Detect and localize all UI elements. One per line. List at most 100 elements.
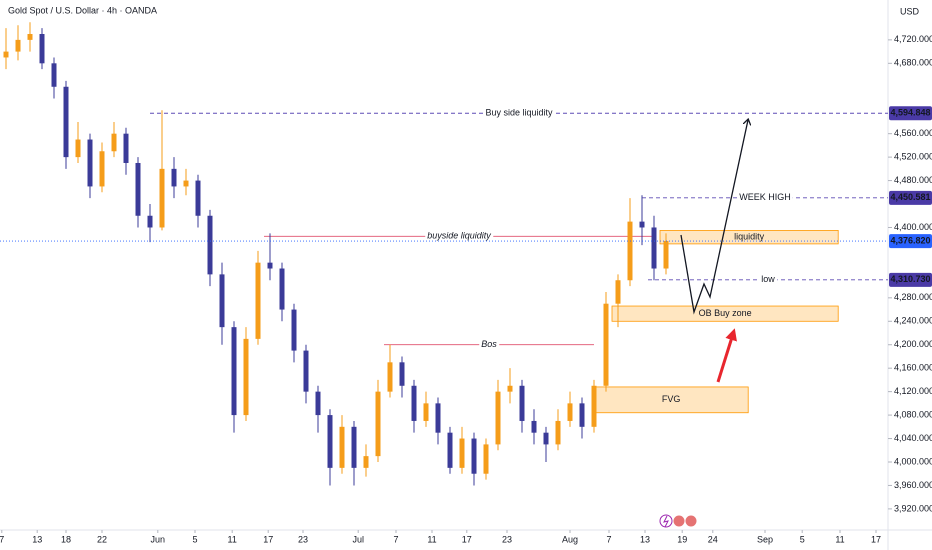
x-tick-label: 5 bbox=[192, 534, 197, 544]
candle-body bbox=[651, 227, 657, 269]
candle-body bbox=[411, 385, 417, 421]
x-tick-label: Sep bbox=[757, 534, 773, 544]
x-tick-label: Jun bbox=[151, 534, 166, 544]
zone-label: liquidity bbox=[734, 232, 765, 242]
candle-body bbox=[471, 438, 477, 474]
candle-body bbox=[171, 168, 177, 187]
zone bbox=[659, 230, 839, 245]
candle-body bbox=[315, 391, 321, 416]
x-tick-label: 22 bbox=[97, 534, 107, 544]
candle-body bbox=[219, 274, 225, 328]
candle-body bbox=[459, 438, 465, 468]
candle-body bbox=[531, 420, 537, 433]
candle-body bbox=[15, 39, 21, 52]
candle-body bbox=[639, 221, 645, 228]
y-tick-label: 4,680.000 bbox=[894, 58, 932, 68]
event-icon bbox=[663, 515, 669, 528]
candle-body bbox=[267, 262, 273, 269]
buy-arrow bbox=[716, 328, 737, 383]
candle-body bbox=[663, 240, 669, 269]
annotation-label: WEEK HIGH bbox=[739, 192, 791, 202]
y-tick-label: 4,200.000 bbox=[894, 339, 932, 349]
price-label: 4,450.581 bbox=[890, 192, 930, 202]
annotation-label: buyside liquidity bbox=[427, 231, 491, 241]
candle-body bbox=[423, 403, 429, 421]
candle-body bbox=[387, 362, 393, 392]
candle-body bbox=[111, 133, 117, 152]
candle-body bbox=[279, 268, 285, 310]
annotation-label-bg bbox=[759, 274, 778, 285]
candle-body bbox=[135, 162, 141, 216]
candle-body bbox=[483, 444, 489, 474]
candle-body bbox=[615, 280, 621, 304]
candle-body bbox=[591, 385, 597, 427]
annotation-label-bg bbox=[737, 192, 793, 203]
price-label-box bbox=[889, 190, 932, 205]
candle-body bbox=[159, 168, 165, 228]
candle-body bbox=[363, 456, 369, 468]
y-tick-label: 4,520.000 bbox=[894, 151, 932, 161]
x-tick-label: 24 bbox=[708, 534, 718, 544]
annotation-label-bg bbox=[479, 339, 500, 350]
chart-title: Gold Spot / U.S. Dollar · 4h · OANDA bbox=[8, 5, 157, 15]
candle-body bbox=[63, 86, 69, 158]
x-tick-label: 11 bbox=[228, 534, 237, 544]
price-label: 4,376.820 bbox=[890, 235, 930, 245]
candle-body bbox=[627, 221, 633, 281]
x-tick-label: 11 bbox=[427, 534, 436, 544]
annotation-label: Bos bbox=[481, 339, 497, 349]
event-icon bbox=[672, 514, 686, 528]
candle-body bbox=[519, 385, 525, 421]
y-tick-label: 4,160.000 bbox=[894, 363, 932, 373]
candle-body bbox=[195, 180, 201, 216]
annotation-label-bg bbox=[483, 108, 556, 119]
y-tick-label: 4,000.000 bbox=[894, 456, 932, 466]
x-tick-label: 7 bbox=[0, 534, 4, 544]
candle-body bbox=[303, 350, 309, 392]
y-tick-label: 4,400.000 bbox=[894, 222, 932, 232]
x-tick-label: 17 bbox=[462, 534, 472, 544]
y-tick-label: 4,480.000 bbox=[894, 175, 932, 185]
candle-body bbox=[147, 215, 153, 228]
annotation-label: low bbox=[761, 274, 775, 284]
candle-body bbox=[207, 215, 213, 275]
candle-body bbox=[351, 426, 357, 468]
event-icons bbox=[659, 514, 698, 528]
x-tick-label: 17 bbox=[263, 534, 273, 544]
candle-body bbox=[567, 403, 573, 421]
candle-body bbox=[495, 391, 501, 445]
plot-area: liquidity OB Buy zone FVG Buy side liquidit… bbox=[0, 22, 888, 486]
candle-body bbox=[399, 362, 405, 386]
price-label-box bbox=[889, 106, 932, 121]
price-label-box bbox=[889, 272, 932, 287]
candle-body bbox=[183, 180, 189, 187]
zone-label: FVG bbox=[662, 394, 681, 404]
annotation-label: Buy side liquidity bbox=[485, 108, 553, 118]
candle-body bbox=[291, 309, 297, 351]
price-label-box bbox=[889, 234, 932, 249]
annotation-label-bg bbox=[425, 231, 494, 242]
candle-body bbox=[75, 139, 81, 158]
event-icon bbox=[684, 514, 698, 528]
x-tick-label: 5 bbox=[800, 534, 805, 544]
candle-body bbox=[507, 385, 513, 392]
candle-body bbox=[447, 432, 453, 468]
currency-label: USD bbox=[900, 6, 920, 16]
x-tick-label: Aug bbox=[562, 534, 578, 544]
x-tick-label: Jul bbox=[352, 534, 364, 544]
x-tick-label: 19 bbox=[677, 534, 687, 544]
candle-body bbox=[579, 403, 585, 427]
candle-body bbox=[555, 420, 561, 445]
y-tick-label: 4,720.000 bbox=[894, 34, 932, 44]
zone-label: OB Buy zone bbox=[699, 308, 752, 318]
x-tick-label: 13 bbox=[32, 534, 42, 544]
y-tick-label: 4,040.000 bbox=[894, 433, 932, 443]
projection-arrow bbox=[680, 120, 748, 315]
candle-body bbox=[27, 34, 33, 40]
candle-body bbox=[339, 426, 345, 468]
candle-body bbox=[51, 63, 57, 87]
x-tick-label: 18 bbox=[61, 534, 71, 544]
price-label: 4,594.848 bbox=[890, 108, 930, 118]
